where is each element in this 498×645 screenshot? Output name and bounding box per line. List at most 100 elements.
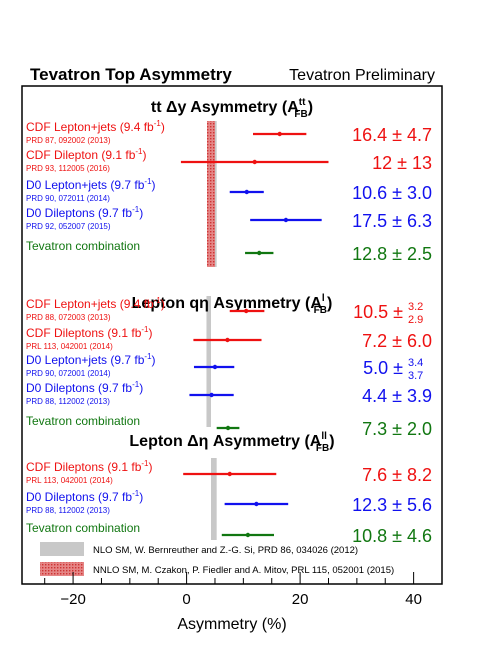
measurement-value: 4.4 ± 3.9 — [362, 386, 432, 406]
measurement-label-end: ) — [139, 381, 143, 395]
measurement-reference: PRD 92, 052007 (2015) — [26, 222, 111, 231]
measurement-label-end: ) — [161, 297, 165, 311]
section-2: Lepton Δη Asymmetry (All FB) CDF Dileptons… — [26, 431, 432, 546]
measurement-label-end: ) — [143, 148, 147, 162]
measurement-sections: tt Δy Asymmetry (Att FB)CDF Lepton+jets (… — [26, 97, 432, 546]
measurement-label-sup: -1 — [154, 119, 162, 128]
measurement-value: 7.6 ± 8.2 — [362, 465, 432, 485]
nlo-sm-band — [206, 296, 211, 427]
nlo-sm-band — [211, 458, 217, 540]
measurement-reference: PRD 88, 072003 (2013) — [26, 313, 111, 322]
measurement-value: 7.2 ± 6.0 — [362, 331, 432, 351]
measurement-row: D0 Dileptons (9.7 fb-1) PRD 92, 052007 (2… — [26, 205, 432, 231]
sm-bands — [206, 121, 217, 540]
section-title-sup: l — [322, 293, 325, 304]
legend-entry: NNLO SM, M. Czakon, P. Fiedler and A. Mi… — [93, 565, 394, 576]
section-title-end: ) — [329, 433, 334, 450]
measurement-label-main: D0 Lepton+jets (9.7 fb — [26, 353, 145, 367]
measurement-label-main: CDF Dileptons (9.1 fb — [26, 460, 142, 474]
measurement-label-sup: -1 — [132, 380, 140, 389]
section-title: tt Δy Asymmetry (Att FB) — [151, 97, 313, 120]
measurement-value: 5.0 ± — [363, 358, 403, 378]
measurement-label: D0 Lepton+jets (9.7 fb-1) — [26, 177, 156, 192]
data-point — [283, 217, 289, 223]
measurement-row: CDF Dileptons (9.1 fb-1) PRL 113, 042001 … — [26, 325, 432, 351]
measurement-label: CDF Lepton+jets (9.4 fb-1) — [26, 296, 165, 311]
measurement-row: CDF Lepton+jets (9.4 fb-1) PRD 88, 072003… — [26, 296, 423, 326]
chart-title: Tevatron Top Asymmetry — [30, 65, 232, 84]
measurement-err-down: 2.9 — [408, 314, 423, 326]
measurement-reference: PRD 93, 112005 (2016) — [26, 164, 110, 173]
chart-preliminary-label: Tevatron Preliminary — [289, 67, 435, 84]
measurement-label-main: CDF Dileptons (9.1 fb — [26, 326, 142, 340]
measurement-label-sup: -1 — [132, 489, 140, 498]
measurement-label-main: CDF Dilepton (9.1 fb — [26, 148, 136, 162]
data-point — [225, 337, 230, 343]
measurement-value: 10.6 ± 3.0 — [352, 183, 432, 203]
legend: NLO SM, W. Bernreuther and Z.-G. Si, PRD… — [40, 542, 394, 576]
section-title-sub: FB — [314, 305, 327, 316]
measurement-value: 7.3 ± 2.0 — [362, 419, 432, 439]
section-title: Lepton qη Asymmetry (Al FB) — [132, 293, 333, 316]
measurement-label: CDF Dilepton (9.1 fb-1) — [26, 147, 147, 162]
measurement-value: 17.5 ± 6.3 — [352, 211, 432, 231]
section-0: tt Δy Asymmetry (Att FB)CDF Lepton+jets (… — [26, 97, 432, 264]
measurement-label-end: ) — [149, 326, 153, 340]
measurement-label: D0 Dileptons (9.7 fb-1) — [26, 380, 143, 395]
measurement-label: CDF Dileptons (9.1 fb-1) — [26, 325, 153, 340]
measurement-label: CDF Lepton+jets (9.4 fb-1) — [26, 119, 165, 134]
measurement-label-sup: -1 — [154, 296, 162, 305]
legend-nlo-swatch — [40, 542, 84, 556]
section-title-main: tt Δy Asymmetry (A — [151, 99, 299, 116]
section-title-sub: FB — [316, 443, 329, 454]
measurement-label-end: ) — [152, 178, 156, 192]
plot-frame — [21, 85, 443, 585]
measurement-row: Tevatron combination 12.8 ± 2.5 — [26, 239, 432, 264]
measurement-label-main: CDF Lepton+jets (9.4 fb — [26, 120, 154, 134]
section-title-sup: ll — [321, 431, 327, 442]
measurement-label: D0 Dileptons (9.7 fb-1) — [26, 489, 143, 504]
data-point — [243, 308, 249, 314]
measurement-value: 10.8 ± 4.6 — [352, 526, 432, 546]
measurement-value: 12 ± 13 — [372, 153, 432, 173]
measurement-label: CDF Dileptons (9.1 fb-1) — [26, 459, 153, 474]
measurement-label-main: Tevatron combination — [26, 239, 140, 253]
data-point — [244, 189, 249, 195]
data-point — [254, 501, 259, 507]
nnlo-sm-band — [207, 121, 215, 267]
measurement-label-main: Tevatron combination — [26, 414, 140, 428]
measurement-row: CDF Lepton+jets (9.4 fb-1) PRD 87, 092002… — [26, 119, 432, 145]
measurement-label-end: ) — [152, 353, 156, 367]
legend-entry: NLO SM, W. Bernreuther and Z.-G. Si, PRD… — [93, 545, 358, 556]
measurement-label-end: ) — [139, 490, 143, 504]
measurement-value: 10.5 ± — [353, 302, 403, 322]
section-title: Lepton Δη Asymmetry (All FB) — [129, 431, 334, 454]
measurement-label: D0 Lepton+jets (9.7 fb-1) — [26, 352, 156, 367]
x-tick-label: 40 — [405, 591, 422, 608]
x-tick-label: 20 — [292, 591, 309, 608]
measurement-row: CDF Dilepton (9.1 fb-1) PRD 93, 112005 (2… — [26, 147, 432, 173]
section-title-end: ) — [327, 295, 332, 312]
measurement-label-main: CDF Lepton+jets (9.4 fb — [26, 297, 154, 311]
measurement-row: D0 Dileptons (9.7 fb-1) PRD 88, 112002 (2… — [26, 380, 432, 406]
measurement-err-down: 3.7 — [408, 370, 423, 382]
measurement-label-main: D0 Dileptons (9.7 fb — [26, 490, 132, 504]
section-title-sub: FB — [294, 109, 307, 120]
measurement-reference: PRD 90, 072011 (2014) — [26, 194, 110, 203]
measurement-err-up: 3.2 — [408, 301, 423, 313]
measurement-row: Tevatron combination 7.3 ± 2.0 — [26, 414, 432, 439]
measurement-label-sup: -1 — [141, 459, 149, 468]
measurement-label-sup: -1 — [144, 352, 152, 361]
measurement-row: D0 Lepton+jets (9.7 fb-1) PRD 90, 072011 … — [26, 177, 432, 203]
x-tick-label: −20 — [60, 591, 85, 608]
data-point — [212, 364, 218, 370]
measurement-value: 16.4 ± 4.7 — [352, 125, 432, 145]
section-title-sup: tt — [299, 97, 306, 108]
measurement-reference: PRL 113, 042001 (2014) — [26, 342, 113, 351]
measurement-row: Tevatron combination 10.8 ± 4.6 — [26, 521, 432, 546]
measurement-label-main: D0 Dileptons (9.7 fb — [26, 381, 132, 395]
measurement-label-sup: -1 — [141, 325, 149, 334]
measurement-label-sup: -1 — [144, 177, 152, 186]
measurement-label: D0 Dileptons (9.7 fb-1) — [26, 205, 143, 220]
